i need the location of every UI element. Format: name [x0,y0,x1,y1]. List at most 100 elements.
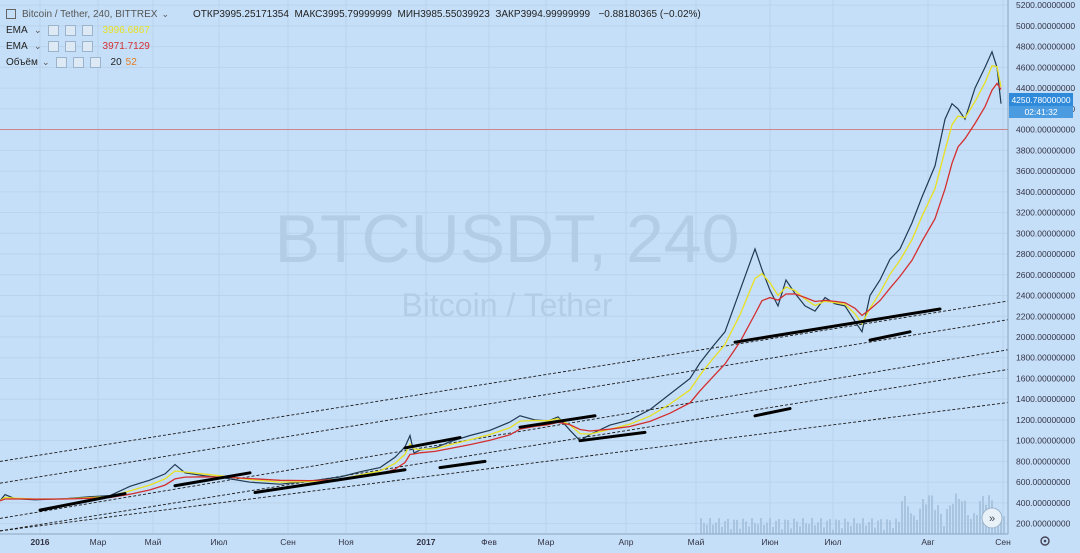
volume-bar [778,518,780,534]
collapse-icon[interactable] [6,9,16,19]
volume-bar [829,519,831,534]
scroll-to-latest-button[interactable]: » [981,507,1003,529]
channel-line [0,318,1011,484]
y-tick-label: 4400.00000000 [1016,83,1075,93]
volume-bar [943,526,945,534]
price-axis[interactable] [1008,0,1080,548]
indicator-value: 20 [110,56,122,68]
volume-bar [955,493,957,534]
close-icon[interactable] [81,40,93,52]
trend-line [868,330,912,342]
volume-bar [895,518,897,534]
close-icon[interactable] [81,24,93,36]
volume-bar [919,508,921,534]
watermark-symbol: BTCUSDT, 240 [275,201,740,277]
chevron-down-icon[interactable]: ⌄ [161,8,169,19]
indicator-name[interactable]: EMA [6,24,28,36]
x-tick-label: Май [145,537,162,547]
eye-icon[interactable] [47,40,59,52]
y-tick-label: 4000.00000000 [1016,125,1075,135]
x-tick-label: Фев [481,537,497,547]
indicator-row-ema-slow[interactable]: EMA ⌄ 3971.7129 [6,38,701,54]
trend-line [38,492,127,512]
price-badge: 4250.78000000 02:41:32 [1009,93,1073,118]
volume-bar [811,518,813,534]
watermark-name: Bitcoin / Tether [401,287,612,323]
volume-bar [964,500,966,534]
settings-icon[interactable] [72,56,84,68]
volume-bar [820,518,822,534]
settings-gear-icon[interactable] [1040,536,1050,546]
volume-bar [793,518,795,534]
x-tick-label: Авг [921,537,934,547]
volume-bar [973,513,975,534]
y-tick-label: 3800.00000000 [1016,145,1075,155]
open-label: ОТКР [192,8,220,20]
volume-bar [841,528,843,534]
volume-bar [940,513,942,534]
x-tick-label: 2016 [31,537,50,547]
x-tick-label: Июн [761,537,778,547]
y-tick-label: 1000.00000000 [1016,436,1075,446]
chevron-down-icon[interactable]: ⌄ [34,40,42,51]
volume-bar [937,505,939,534]
volume-bar [709,518,711,534]
symbol-title[interactable]: Bitcoin / Tether, 240, BITTREX [22,8,158,20]
volume-bar [844,518,846,534]
y-tick-label: 600.00000000 [1016,477,1071,487]
volume-bar [832,529,834,534]
volume-bar [862,518,864,534]
volume-bar [970,518,972,534]
ohlc-values: ОТКР3995.25171354 МАКС3995.79999999 МИН3… [193,9,701,20]
high-value: 3995.79999999 [322,8,392,20]
volume-bar [805,523,807,534]
high-label: МАКС [294,8,323,20]
volume-bar [742,518,744,534]
y-tick-label: 3400.00000000 [1016,187,1075,197]
trend-line [733,307,942,344]
volume-bar [949,505,951,534]
volume-bar [763,524,765,534]
volume-bar [979,501,981,534]
chevron-down-icon[interactable]: ⌄ [34,24,42,35]
volume-bar [871,518,873,534]
eye-icon[interactable] [55,56,67,68]
volume-bar [733,519,735,534]
eye-icon[interactable] [47,24,59,36]
y-tick-label: 3600.00000000 [1016,166,1075,176]
time-axis[interactable] [0,534,1080,548]
volume-bar [715,522,717,534]
indicator-row-ema-fast[interactable]: EMA ⌄ 3996.6867 [6,22,701,38]
volume-bar [859,523,861,534]
close-icon[interactable] [89,56,101,68]
trend-line [403,436,462,450]
settings-icon[interactable] [64,40,76,52]
indicator-name[interactable]: Объём [6,56,38,68]
volume-bar [967,515,969,534]
trend-line [253,468,407,495]
x-tick-label: Июл [210,537,227,547]
volume-bar [808,524,810,534]
volume-bar [907,506,909,534]
indicator-name[interactable]: EMA [6,40,28,52]
x-tick-label: Ноя [338,537,354,547]
settings-icon[interactable] [64,24,76,36]
y-tick-label: 800.00000000 [1016,456,1071,466]
volume-bar [946,508,948,534]
chevron-down-icon[interactable]: ⌄ [42,56,50,67]
close-value: 3994.99999999 [520,8,591,20]
y-tick-label: 4800.00000000 [1016,42,1075,52]
volume-bar [826,520,828,534]
volume-bar [703,522,705,534]
indicator-value-2: 52 [125,56,137,68]
y-tick-label: 5000.00000000 [1016,21,1075,31]
volume-bar [775,520,777,534]
volume-bar [772,527,774,534]
indicator-row-volume[interactable]: Объём ⌄ 20 52 [6,54,701,70]
volume-bar [1003,516,1005,534]
trend-line [578,430,647,443]
volume-bar [898,521,900,534]
volume-bar [706,524,708,534]
